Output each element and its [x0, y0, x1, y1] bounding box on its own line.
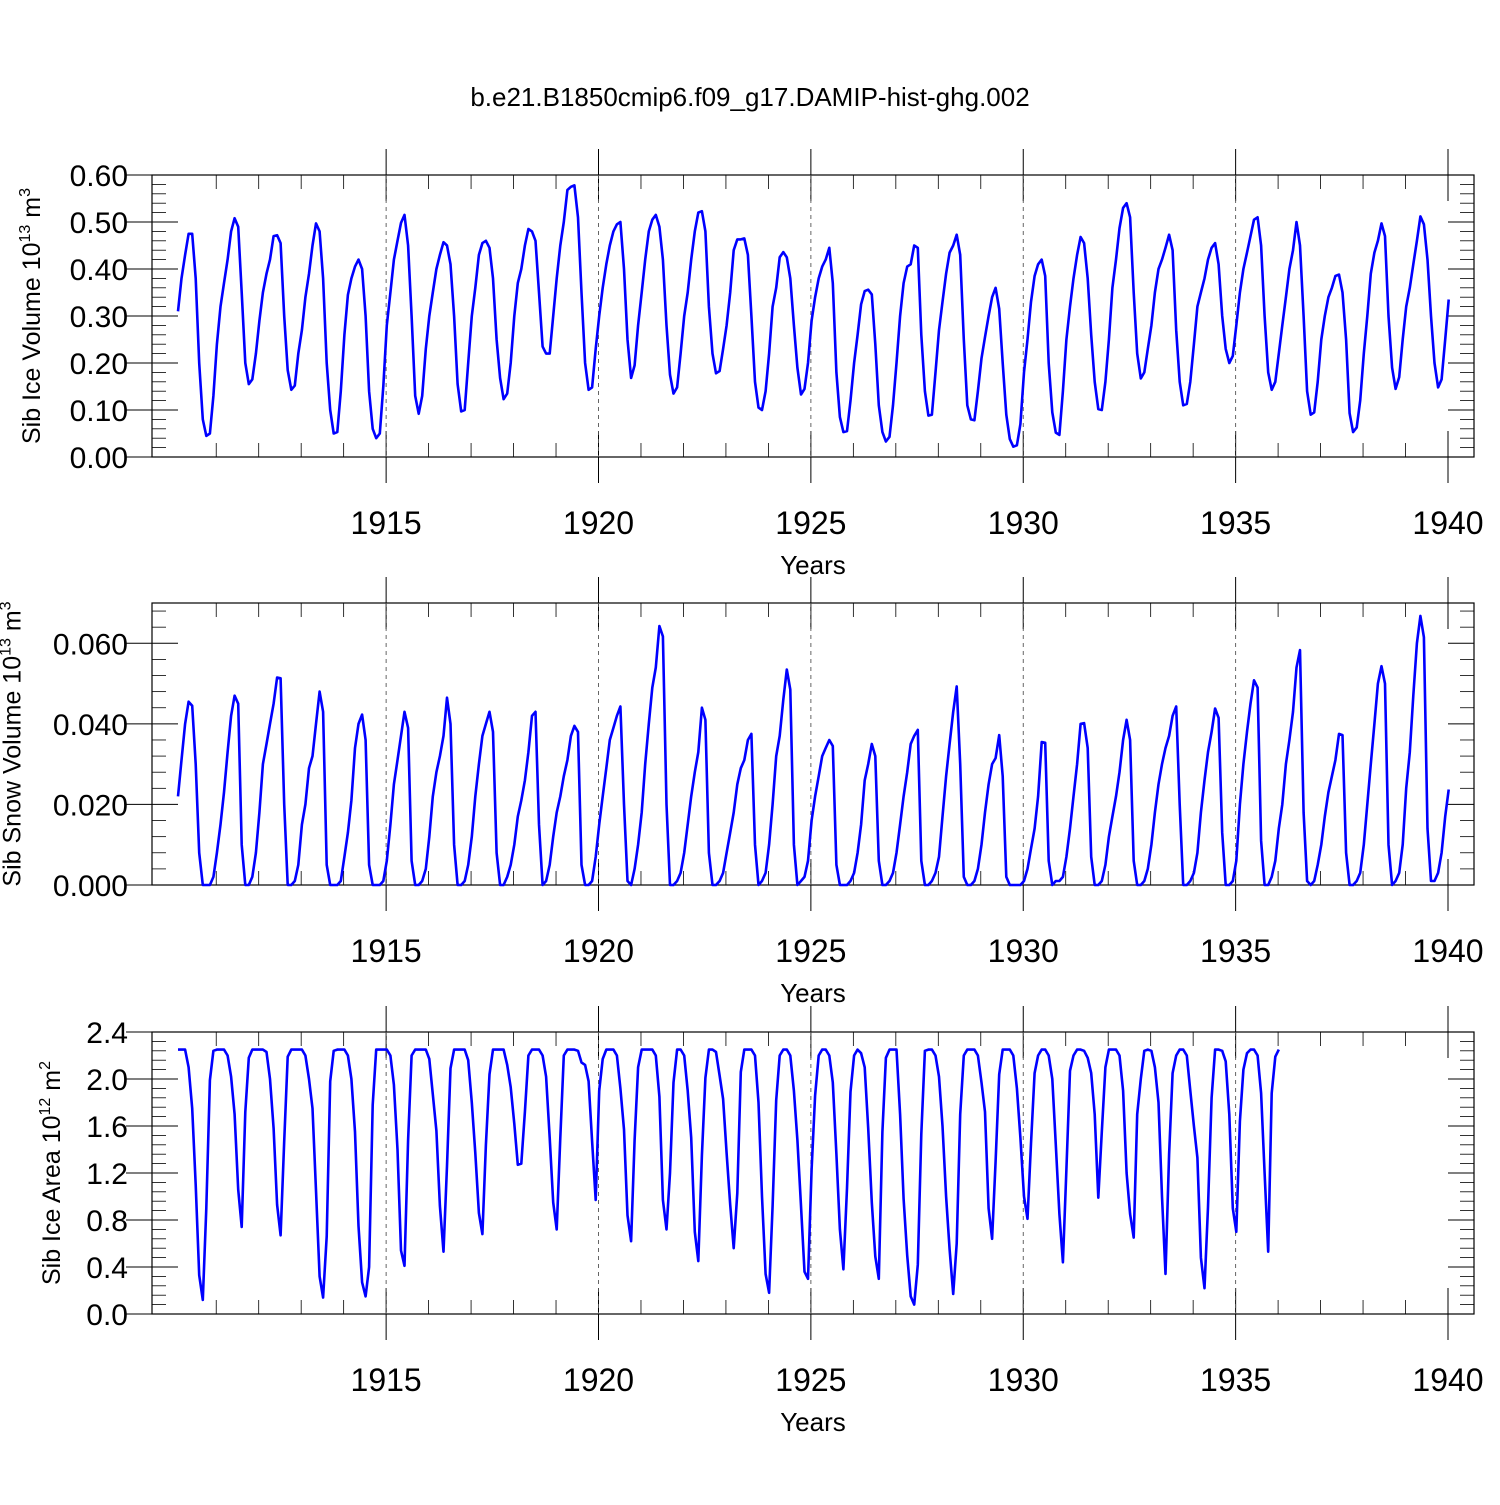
y-axis-label-unit-sup: 3: [17, 188, 34, 197]
y-axis-label-sup: 13: [0, 638, 15, 656]
x-tick-label: 1930: [988, 933, 1059, 969]
x-tick-label: 1920: [563, 1362, 634, 1398]
figure-title: b.e21.B1850cmip6.f09_g17.DAMIP-hist-ghg.…: [470, 82, 1030, 112]
sib-snow-volume-series-line: [176, 614, 1450, 887]
y-tick-label: 2.4: [86, 1017, 128, 1050]
y-tick-label: 0.4: [86, 1252, 128, 1285]
x-tick-label: 1935: [1200, 505, 1271, 541]
x-tick-label: 1925: [775, 505, 846, 541]
y-tick-label: 1.2: [86, 1158, 128, 1191]
y-tick-label: 0.00: [70, 442, 128, 475]
y-tick-label: 0.0: [86, 1299, 128, 1332]
y-tick-label: 0.060: [53, 628, 128, 661]
x-tick-label: 1930: [988, 505, 1059, 541]
y-axis-label-unit: m: [38, 1069, 67, 1098]
x-tick-label: 1935: [1200, 933, 1271, 969]
y-axis-label-unit-sup: 3: [0, 601, 14, 610]
sib-ice-area-series-line: [178, 1048, 1280, 1306]
y-axis-label: Sib Snow Volume 1013 m3: [0, 601, 27, 886]
plot-frame: [151, 602, 1475, 886]
y-axis-label-sup: 12: [37, 1097, 55, 1116]
y-tick-label: 0.50: [70, 207, 128, 240]
x-tick-label: 1940: [1412, 933, 1483, 969]
x-tick-label: 1930: [988, 1362, 1059, 1398]
sib-ice-area-panel: 0.0 0.4 0.8 1.2 1.6 2.0 2.4 1915 1920 1925 1930 193…: [86, 1006, 1484, 1398]
y-tick-label: 0.30: [70, 301, 128, 334]
sib-ice-volume-panel: 0.00 0.10 0.20 0.30 0.40 0.50 0.60 1915 1920 1925…: [70, 149, 1484, 541]
x-axis-label: Years: [780, 550, 846, 580]
x-tick-label: 1915: [351, 505, 422, 541]
y-axis-label-main: Sib Ice Area 10: [38, 1115, 67, 1286]
y-tick-label: 0.020: [53, 789, 128, 822]
y-axis-label: Sib Ice Area 1012 m2: [37, 1061, 67, 1285]
y-tick-label: 0.000: [53, 870, 128, 903]
x-axis-label: Years: [780, 1407, 846, 1437]
x-tick-label: 1940: [1412, 505, 1483, 541]
x-tick-label: 1935: [1200, 1362, 1271, 1398]
y-tick-label: 0.10: [70, 395, 128, 428]
y-tick-label: 2.0: [86, 1064, 128, 1097]
y-tick-label: 0.40: [70, 254, 128, 287]
x-tick-label: 1925: [775, 1362, 846, 1398]
y-axis-label-unit: m: [0, 610, 27, 639]
x-tick-label: 1915: [351, 1362, 422, 1398]
x-tick-label: 1940: [1412, 1362, 1483, 1398]
y-tick-label: 0.8: [86, 1205, 128, 1238]
y-tick-label: 0.20: [70, 348, 128, 381]
x-tick-label: 1925: [775, 933, 846, 969]
x-tick-label: 1920: [563, 933, 634, 969]
y-axis-label-sup: 13: [17, 224, 34, 243]
x-tick-label: 1920: [563, 505, 634, 541]
y-tick-label: 0.60: [70, 160, 128, 193]
y-tick-label: 1.6: [86, 1111, 128, 1144]
y-axis-label-main: Sib Ice Volume 10: [18, 242, 46, 444]
y-axis-label-main: Sib Snow Volume 10: [0, 655, 27, 887]
sib-snow-volume-panel: 0.000 0.020 0.040 0.060 1915 1920 1925 1930 1935…: [53, 577, 1484, 969]
y-axis-label-unit: m: [18, 196, 46, 225]
y-axis-label-unit-sup: 2: [37, 1060, 55, 1070]
x-axis-label: Years: [780, 978, 846, 1008]
y-tick-label: 0.040: [53, 709, 128, 742]
x-tick-label: 1915: [351, 933, 422, 969]
y-axis-label: Sib Ice Volume 1013 m3: [17, 188, 47, 444]
sib-ice-volume-series-line: [176, 184, 1450, 449]
